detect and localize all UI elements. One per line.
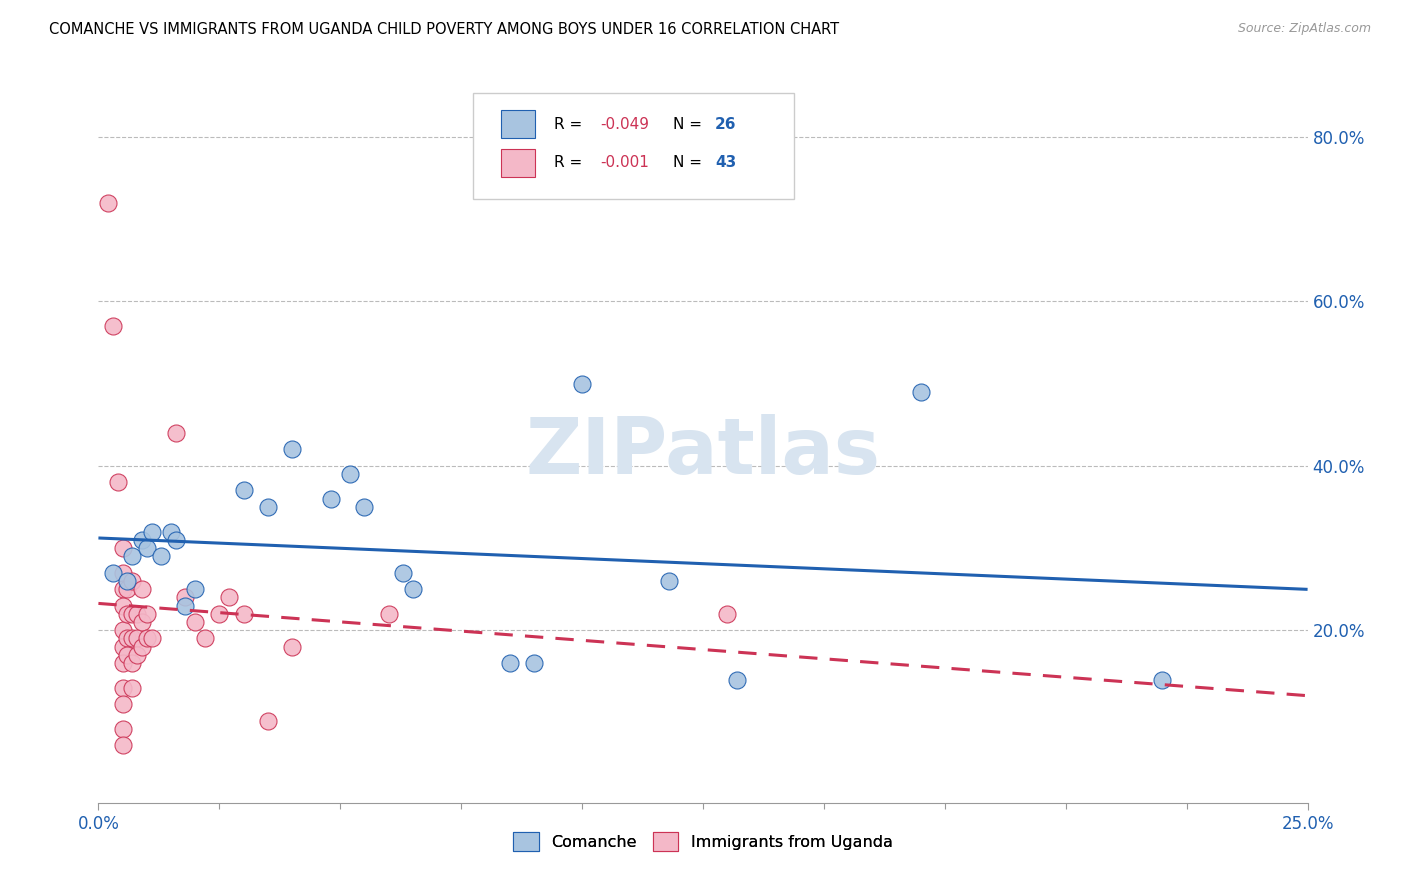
Text: -0.049: -0.049 — [600, 117, 650, 131]
Point — [117, 582, 139, 596]
Point — [127, 607, 149, 621]
Point — [353, 500, 375, 514]
Point — [101, 319, 124, 334]
Point — [111, 566, 134, 580]
Point — [165, 533, 187, 547]
Point — [121, 681, 143, 695]
Point — [392, 566, 415, 580]
Point — [127, 648, 149, 662]
Point — [131, 640, 153, 654]
Point — [117, 632, 139, 646]
Point — [111, 681, 134, 695]
Point — [111, 582, 134, 596]
FancyBboxPatch shape — [501, 110, 534, 138]
Text: ZIPatlas: ZIPatlas — [526, 414, 880, 490]
Point — [232, 607, 254, 621]
Point — [121, 607, 143, 621]
Point — [121, 656, 143, 670]
Point — [111, 640, 134, 654]
Point — [658, 574, 681, 588]
Point — [232, 483, 254, 498]
Point — [184, 582, 207, 596]
Point — [184, 615, 207, 629]
Point — [117, 574, 139, 588]
Text: N =: N = — [672, 117, 707, 131]
Text: R =: R = — [554, 155, 588, 170]
Point — [135, 632, 157, 646]
FancyBboxPatch shape — [501, 149, 534, 177]
Point — [141, 524, 163, 539]
Point — [716, 607, 738, 621]
Point — [111, 739, 134, 753]
Point — [498, 656, 520, 670]
Point — [160, 524, 183, 539]
Point — [97, 195, 120, 210]
Point — [111, 624, 134, 638]
Point — [725, 673, 748, 687]
Point — [571, 376, 593, 391]
Point — [127, 632, 149, 646]
Point — [281, 640, 304, 654]
Point — [402, 582, 425, 596]
Point — [141, 632, 163, 646]
FancyBboxPatch shape — [474, 94, 793, 200]
Point — [1152, 673, 1174, 687]
Point — [111, 722, 134, 736]
Point — [131, 615, 153, 629]
Point — [111, 599, 134, 613]
Point — [111, 697, 134, 711]
Point — [121, 549, 143, 564]
Point — [194, 632, 217, 646]
Point — [339, 467, 361, 481]
Legend: Comanche, Immigrants from Uganda: Comanche, Immigrants from Uganda — [506, 826, 900, 857]
Point — [131, 533, 153, 547]
Point — [523, 656, 546, 670]
Point — [319, 491, 342, 506]
Point — [135, 607, 157, 621]
Point — [256, 500, 278, 514]
Point — [111, 541, 134, 555]
Text: N =: N = — [672, 155, 707, 170]
Point — [174, 591, 197, 605]
Point — [281, 442, 304, 457]
Point — [218, 591, 240, 605]
Point — [117, 607, 139, 621]
Point — [150, 549, 173, 564]
Point — [101, 566, 124, 580]
Point — [165, 425, 187, 440]
Point — [910, 384, 932, 399]
Point — [256, 714, 278, 728]
Point — [174, 599, 197, 613]
Point — [121, 632, 143, 646]
Point — [135, 541, 157, 555]
Point — [208, 607, 231, 621]
Point — [121, 574, 143, 588]
Point — [131, 582, 153, 596]
Text: -0.001: -0.001 — [600, 155, 650, 170]
Point — [117, 648, 139, 662]
Point — [377, 607, 399, 621]
Point — [107, 475, 129, 490]
Text: COMANCHE VS IMMIGRANTS FROM UGANDA CHILD POVERTY AMONG BOYS UNDER 16 CORRELATION: COMANCHE VS IMMIGRANTS FROM UGANDA CHILD… — [49, 22, 839, 37]
Point — [111, 656, 134, 670]
Text: Source: ZipAtlas.com: Source: ZipAtlas.com — [1237, 22, 1371, 36]
Text: R =: R = — [554, 117, 588, 131]
Text: 26: 26 — [716, 117, 737, 131]
Text: 43: 43 — [716, 155, 737, 170]
